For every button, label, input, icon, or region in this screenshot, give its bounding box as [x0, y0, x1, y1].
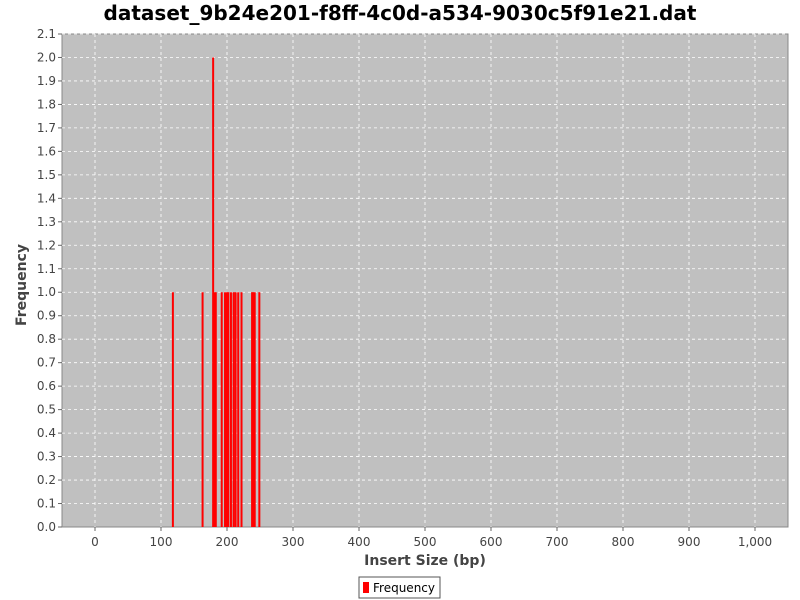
y-tick-label: 0.1 [37, 497, 56, 511]
bar [237, 292, 240, 527]
y-tick-label: 0.5 [37, 403, 56, 417]
y-tick-label: 1.0 [37, 285, 56, 299]
x-tick-label: 1,000 [738, 535, 772, 549]
bar [240, 292, 243, 527]
y-tick-label: 2.0 [37, 50, 56, 64]
legend-box [358, 576, 441, 599]
y-axis-label: Frequency [14, 244, 30, 326]
x-axis: 0 100 200 300 400 500 600 700 800 900 1,000 [91, 527, 772, 549]
x-tick-label: 0 [91, 535, 99, 549]
legend-swatch [363, 582, 369, 593]
bar [171, 292, 174, 527]
y-tick-label: 0.2 [37, 473, 56, 487]
x-tick-label: 600 [480, 535, 503, 549]
bar [226, 292, 228, 527]
bar [258, 292, 261, 527]
y-tick-label: 0.7 [37, 356, 56, 370]
y-tick-label: 2.1 [37, 27, 56, 41]
x-tick-label: 500 [414, 535, 437, 549]
bar [213, 292, 216, 527]
y-tick-label: 1.8 [37, 97, 56, 111]
y-tick-label: 1.5 [37, 168, 56, 182]
x-tick-label: 400 [348, 535, 371, 549]
x-axis-label: Insert Size (bp) [364, 553, 486, 569]
bar [227, 292, 230, 527]
y-tick-label: 0.8 [37, 332, 56, 346]
bars [171, 57, 261, 527]
x-tick-label: 700 [546, 535, 569, 549]
y-tick-label: 1.1 [37, 262, 56, 276]
y-tick-label: 1.4 [37, 191, 56, 205]
gridlines [62, 33, 788, 527]
bar [214, 292, 217, 527]
bar [201, 292, 204, 527]
y-tick-label: 1.9 [37, 74, 56, 88]
bar [232, 292, 235, 527]
bar [251, 292, 254, 527]
y-tick-label: 0.4 [37, 426, 56, 440]
bar [234, 292, 237, 527]
legend-label: Frequency [373, 581, 435, 595]
bar [220, 292, 223, 527]
bar [224, 292, 227, 527]
x-tick-label: 900 [678, 535, 701, 549]
y-tick-label: 0.6 [37, 379, 56, 393]
x-tick-label: 800 [612, 535, 635, 549]
x-tick-label: 200 [216, 535, 239, 549]
y-tick-label: 0.3 [37, 450, 56, 464]
bar [229, 292, 232, 527]
y-tick-label: 1.2 [37, 238, 56, 252]
legend: Frequency [358, 576, 441, 599]
y-tick-label: 0.0 [37, 520, 56, 534]
x-tick-label: 100 [150, 535, 173, 549]
y-axis: 0.0 0.1 0.2 0.3 0.4 0.5 0.6 0.7 0.8 0.9 1.0 1.1 1.2 1… [37, 27, 62, 534]
chart-title: dataset_9b24e201-f8ff-4c0d-a534-9030c5f9… [104, 1, 697, 25]
y-tick-label: 1.6 [37, 144, 56, 158]
y-tick-label: 1.7 [37, 121, 56, 135]
bar [252, 292, 255, 527]
bar [212, 57, 215, 527]
y-tick-label: 0.9 [37, 309, 56, 323]
x-tick-label: 300 [282, 535, 305, 549]
bar [253, 292, 256, 527]
y-tick-label: 1.3 [37, 215, 56, 229]
